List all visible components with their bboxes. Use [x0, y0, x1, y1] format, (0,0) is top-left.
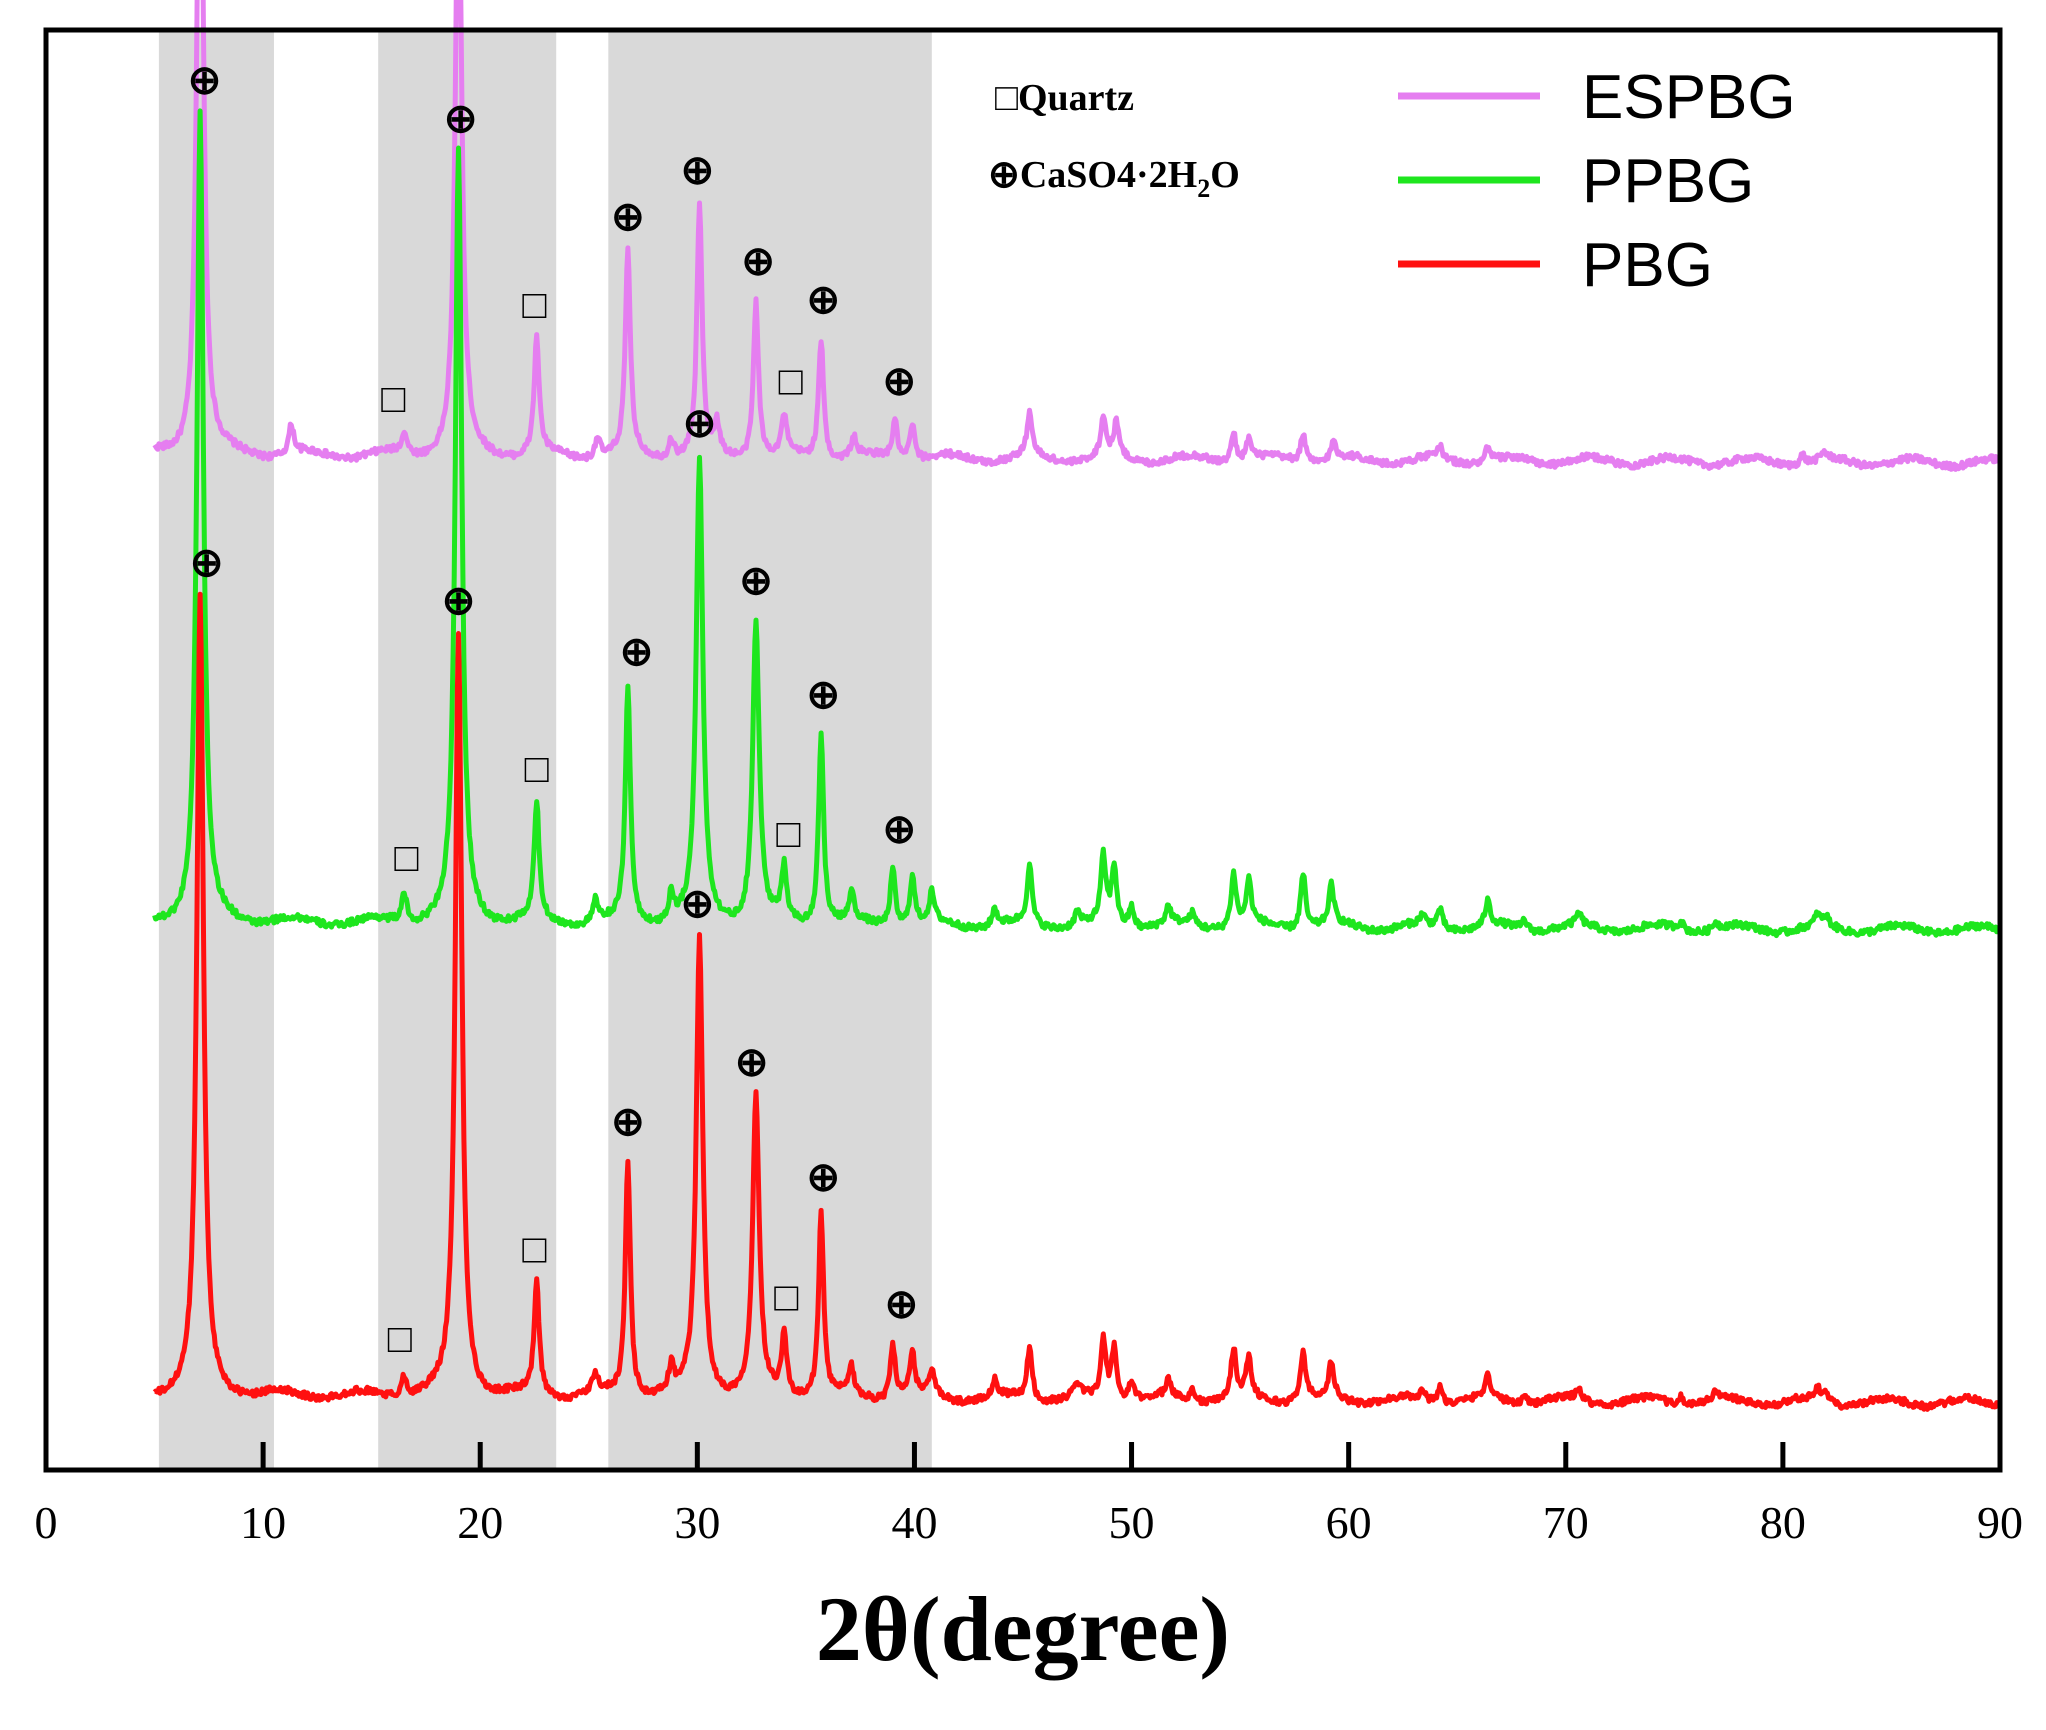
- series-line-pbg: [152, 591, 2003, 1412]
- peak-marker-espbg-2: □: [381, 376, 405, 421]
- peak-marker-ppbg-7: ⊕: [739, 558, 773, 603]
- x-tick-label-80: 80: [1760, 1497, 1806, 1548]
- peak-marker-ppbg-8: □: [776, 811, 800, 856]
- legend-label-ppbg: PPBG: [1582, 147, 1754, 216]
- series-layer: [152, 0, 2003, 1412]
- peak-marker-pbg-1: ⊕: [190, 540, 224, 585]
- legend-label-pbg: PBG: [1582, 231, 1713, 300]
- x-tick-label-10: 10: [240, 1497, 286, 1548]
- peak-marker-pbg-9: ⊕: [806, 1155, 840, 1200]
- peak-marker-ppbg-4: □: [525, 746, 549, 791]
- phase-legend-quartz: □Quartz: [995, 77, 1134, 119]
- x-tick-label-60: 60: [1326, 1497, 1372, 1548]
- peak-marker-espbg-5: ⊕: [611, 194, 645, 239]
- x-tick-label-40: 40: [891, 1497, 937, 1548]
- x-axis-title: 2θ(degree): [816, 1578, 1230, 1680]
- series-line-espbg: [152, 0, 2002, 472]
- peak-marker-pbg-10: ⊕: [885, 1281, 919, 1326]
- plot-frame: [43, 27, 2003, 1473]
- x-tick-label-50: 50: [1109, 1497, 1155, 1548]
- peak-marker-espbg-7: ⊕: [741, 239, 775, 284]
- peak-marker-ppbg-9: ⊕: [806, 672, 840, 717]
- peak-marker-espbg-10: ⊕: [882, 359, 916, 404]
- peak-marker-ppbg-6: ⊕: [683, 400, 717, 445]
- peak-marker-pbg-3: ⊕: [442, 578, 476, 623]
- peak-marker-ppbg-10: ⊕: [882, 806, 916, 851]
- peak-marker-pbg-6: ⊕: [681, 881, 715, 926]
- peak-marker-pbg-5: ⊕: [611, 1099, 645, 1144]
- peak-marker-pbg-8: □: [774, 1275, 798, 1320]
- x-tick-label-0: 0: [35, 1497, 58, 1548]
- peak-marker-espbg-4: □: [522, 282, 546, 327]
- peak-marker-pbg-4: □: [522, 1227, 546, 1272]
- legend-label-espbg: ESPBG: [1582, 63, 1796, 132]
- peak-marker-pbg-7: ⊕: [735, 1039, 769, 1084]
- peak-marker-pbg-2: □: [388, 1316, 412, 1361]
- x-tick-label-30: 30: [674, 1497, 720, 1548]
- peak-markers: ⊕□⊕□⊕⊕⊕□⊕⊕⊕□⊕□⊕⊕⊕□⊕⊕⊕□⊕□⊕⊕⊕□⊕⊕: [188, 58, 919, 1361]
- series-legend: ESPBG PPBG PBG: [1398, 63, 1796, 300]
- peak-marker-espbg-6: ⊕: [681, 147, 715, 192]
- peak-marker-ppbg-2: □: [394, 835, 418, 880]
- highlight-band-1: [158, 30, 274, 1470]
- x-axis-ticks: 0 10 20 30 40 50 60 70 80 90: [35, 1442, 2023, 1548]
- x-tick-label-90: 90: [1977, 1497, 2023, 1548]
- peak-marker-ppbg-3: ⊕: [444, 96, 478, 141]
- x-tick-label-70: 70: [1543, 1497, 1589, 1548]
- series-line-ppbg: [152, 108, 2003, 939]
- phase-legend: □Quartz ⊕CaSO4·2H2O: [988, 77, 1240, 203]
- phase-legend-gypsum: ⊕CaSO4·2H2O: [988, 154, 1240, 203]
- peak-marker-espbg-8: □: [779, 359, 803, 404]
- highlight-band-3: [608, 30, 932, 1470]
- peak-marker-ppbg-5: ⊕: [620, 629, 654, 674]
- peak-marker-espbg-9: ⊕: [806, 277, 840, 322]
- peak-marker-ppbg-1: ⊕: [188, 58, 222, 103]
- x-tick-label-20: 20: [457, 1497, 503, 1548]
